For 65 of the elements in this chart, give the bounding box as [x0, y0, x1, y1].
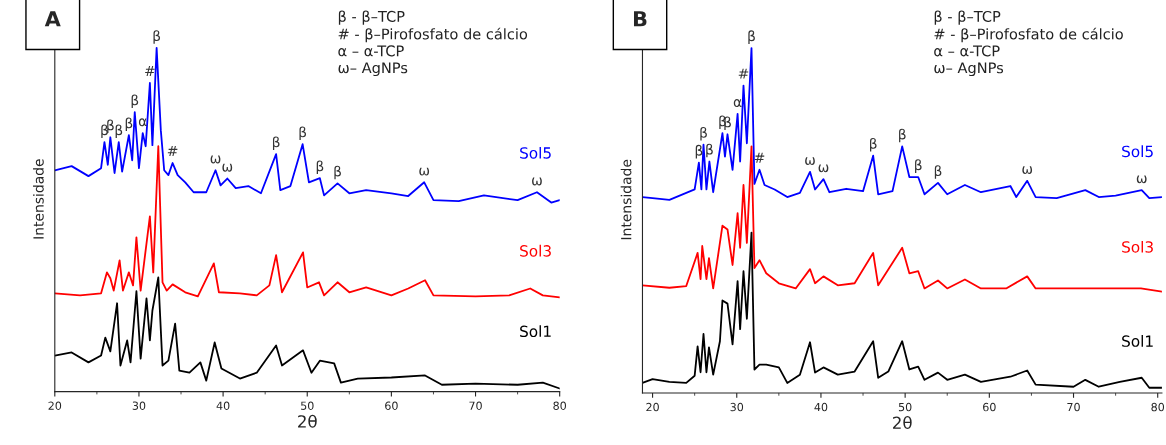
text: Sol5 — [1122, 145, 1153, 158]
annotation: ω– AgNPs — [338, 62, 408, 77]
x-axis-title: 2θ — [893, 416, 912, 430]
annotation: β — [272, 136, 280, 150]
x-tick-label: 60 — [983, 402, 996, 412]
text: Sol1 — [520, 325, 551, 338]
annotation: ω — [532, 177, 542, 186]
annotation: α – α-TCP — [338, 45, 404, 57]
annotation: β — [700, 126, 707, 141]
annotation: β — [724, 116, 731, 131]
annotation: β — [870, 137, 877, 152]
annotation: β — [915, 159, 922, 173]
x-tick-label: 50 — [301, 401, 314, 410]
annotation: α – α-TCP — [934, 45, 1000, 57]
y-axis-title: Intensidade — [620, 159, 632, 240]
text: A — [44, 11, 61, 27]
x-tick-label: 80 — [1151, 402, 1165, 412]
annotation: # — [738, 68, 749, 79]
annotation: # — [145, 65, 155, 76]
annotation: ω– AgNPs — [934, 62, 1004, 77]
annotation: β — [299, 126, 307, 140]
x-tick-label: 70 — [469, 401, 482, 410]
x-tick-label: 20 — [48, 401, 62, 410]
x-tick-label: 70 — [1067, 402, 1080, 412]
annotation: β — [316, 160, 324, 175]
annotation: β — [334, 165, 341, 180]
annotation: ω — [210, 155, 221, 164]
annotation: β — [153, 30, 161, 44]
text: β - β–TCP — [934, 10, 1001, 25]
annotation: β — [115, 124, 123, 138]
annotation: ω — [1136, 175, 1147, 184]
text: Sol3 — [1122, 240, 1153, 253]
annotation: ω — [222, 163, 233, 172]
text: β - β–TCP — [338, 10, 405, 25]
annotation: ω — [1022, 166, 1033, 174]
x-tick-label: 40 — [216, 401, 230, 410]
text: Sol1 — [1122, 335, 1153, 347]
text: # - β–Pirofosfato de cálcio — [934, 27, 1123, 43]
annotation: β — [719, 115, 726, 130]
annotation: ω — [419, 167, 430, 176]
annotation: β — [748, 30, 755, 44]
x-tick-label: 50 — [898, 402, 912, 412]
annotation: # — [167, 146, 178, 156]
x-tick-label: 80 — [553, 401, 567, 410]
x-tick-label: 60 — [385, 401, 398, 410]
annotation: β — [107, 119, 114, 134]
annotation: ω — [805, 157, 815, 166]
text: # - β–Pirofosfato de cálcio — [338, 27, 528, 43]
x-axis-title: 2θ — [298, 414, 317, 428]
annotation: β — [131, 94, 139, 109]
y-axis-title: Intensidade — [33, 159, 44, 239]
x-tick-label: 30 — [730, 402, 744, 412]
annotation: β — [934, 165, 942, 179]
text: Sol3 — [520, 244, 551, 257]
annotation: β — [899, 128, 906, 143]
annotation: ω — [818, 164, 829, 173]
annotation: α — [733, 99, 742, 108]
annotation: β — [101, 124, 108, 138]
annotation: β — [125, 117, 133, 132]
x-tick-label: 30 — [132, 401, 146, 410]
x-tick-label: 20 — [646, 402, 659, 412]
text: B — [633, 11, 647, 27]
annotation: β — [706, 143, 713, 158]
x-tick-label: 40 — [814, 402, 828, 412]
text: Sol5 — [520, 146, 551, 159]
